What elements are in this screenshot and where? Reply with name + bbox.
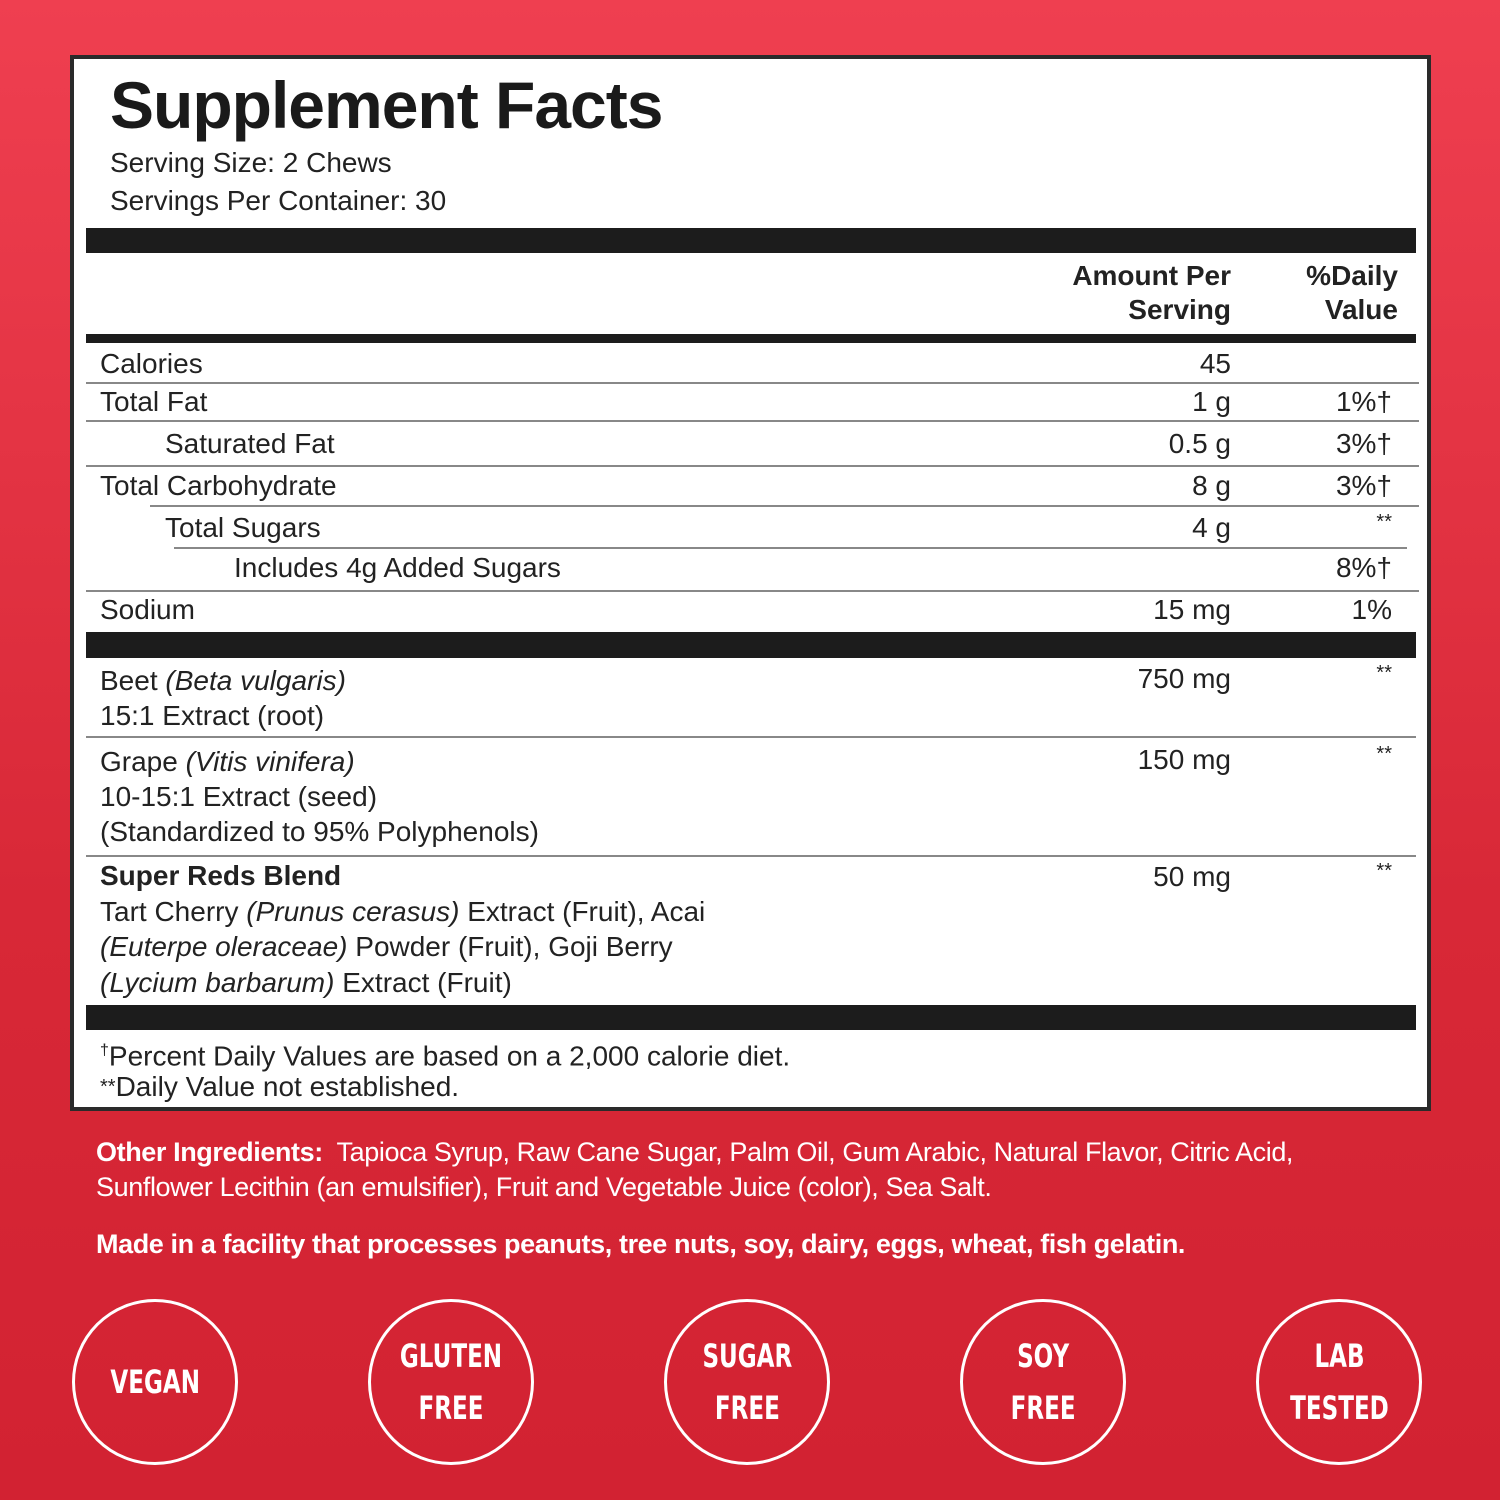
footnote-stars: **Daily Value not established. [100, 1071, 459, 1103]
badge-vegan: VEGAN [72, 1299, 238, 1465]
servings-per-container: Servings Per Container: 30 [110, 185, 447, 216]
amount: 45 [1199, 348, 1231, 379]
blend-text: Powder (Fruit), Goji Berry [347, 931, 673, 962]
divider-bar [86, 1005, 1416, 1030]
amount: 150 mg [1137, 744, 1231, 775]
row-divider [150, 505, 1419, 507]
nutrient-name: Includes 4g Added Sugars [234, 552, 561, 583]
other-ingredients-label: Other Ingredients: [96, 1137, 323, 1167]
badge-text: FREE [418, 1389, 484, 1427]
nutrient-name: Sodium [100, 594, 195, 625]
allergen-statement: Made in a facility that processes peanut… [96, 1229, 1186, 1259]
row-divider [86, 590, 1419, 592]
ingredient-latin: (Beta vulgaris) [165, 665, 346, 696]
row-divider [174, 547, 1407, 549]
ingredient-detail: 15:1 Extract (root) [100, 700, 325, 731]
daily-value: ** [1376, 511, 1392, 533]
badge-text: SOY [1016, 1337, 1070, 1375]
daily-value: ** [1376, 662, 1392, 684]
divider-bar [86, 632, 1416, 658]
dv-header-line2: Value [1324, 294, 1398, 325]
blend-text: Tart Cherry [100, 895, 247, 927]
daily-value: 1%† [1335, 386, 1392, 417]
stars-symbol: ** [100, 1076, 116, 1098]
blend-latin: (Lycium barbarum) [100, 966, 335, 998]
amount: 0.5 g [1168, 428, 1231, 459]
badge-soy-free: SOY FREE [960, 1299, 1126, 1465]
blend-latin: (Prunus cerasus) [246, 895, 460, 927]
daily-value: 8%† [1335, 552, 1392, 583]
ingredient-grape: Grape (Vitis vinifera) 10-15:1 Extract (s… [100, 744, 539, 849]
amount: 50 mg [1153, 861, 1231, 892]
amount-header-line2: Serving [1128, 294, 1231, 325]
nutrient-name: Total Carbohydrate [100, 470, 337, 501]
amount: 750 mg [1137, 663, 1231, 694]
amount-header-line1: Amount Per [1072, 260, 1231, 291]
nutrient-name: Saturated Fat [165, 428, 335, 459]
footnote-text: Percent Daily Values are based on a 2,00… [108, 1040, 791, 1072]
ingredient-name: Grape [100, 746, 178, 777]
footnote-text: Daily Value not established. [115, 1071, 460, 1102]
badge-gluten-free: GLUTEN FREE [368, 1299, 534, 1465]
row-divider [86, 420, 1419, 422]
supplement-facts-panel: Supplement Facts Serving Size: 2 Chews S… [70, 55, 1431, 1111]
ingredient-detail: 10-15:1 Extract (seed) [100, 781, 378, 812]
row-divider [86, 382, 1419, 384]
ingredient-latin: (Vitis vinifera) [185, 746, 355, 777]
daily-value: 3%† [1335, 428, 1392, 459]
divider-bar [86, 228, 1416, 253]
ingredient-name: Super Reds Blend [100, 860, 342, 891]
divider-bar [86, 334, 1416, 343]
amount: 1 g [1192, 386, 1231, 417]
footnote-dagger: †Percent Daily Values are based on a 2,0… [100, 1035, 790, 1072]
other-ingredients-text: Tapioca Syrup, Raw Cane Sugar, Palm Oil,… [336, 1137, 1294, 1167]
amount: 8 g [1192, 470, 1231, 501]
nutrient-name: Total Fat [100, 386, 208, 417]
serving-size: Serving Size: 2 Chews [110, 147, 392, 178]
badge-text: GLUTEN [399, 1337, 503, 1375]
dv-header: %Daily Value [1306, 259, 1398, 327]
dv-header-line1: %Daily [1306, 260, 1398, 291]
badge-text: TESTED [1289, 1389, 1389, 1427]
row-divider [86, 736, 1416, 738]
blend-latin: (Euterpe oleraceae) [100, 931, 348, 962]
nutrient-name: Calories [100, 348, 203, 379]
row-divider [86, 465, 1419, 467]
blend-text: Extract (Fruit) [334, 966, 512, 998]
daily-value: ** [1376, 860, 1392, 882]
daily-value: ** [1376, 743, 1392, 765]
dagger-symbol: † [100, 1042, 109, 1059]
ingredient-super-reds-blend: Super Reds Blend Tart Cherry (Prunus cer… [100, 858, 705, 1000]
badge-text: FREE [1010, 1389, 1076, 1427]
badge-text: FREE [714, 1389, 780, 1427]
other-ingredients-text: Sunflower Lecithin (an emulsifier), Frui… [96, 1172, 992, 1202]
daily-value: 1% [1351, 594, 1392, 625]
amount: 4 g [1192, 512, 1231, 543]
ingredient-beet: Beet (Beta vulgaris) 15:1 Extract (root) [100, 663, 346, 733]
badge-lab-tested: LAB TESTED [1256, 1299, 1422, 1465]
ingredient-detail: (Standardized to 95% Polyphenols) [100, 816, 539, 847]
amount: 15 mg [1153, 594, 1231, 625]
badge-text: VEGAN [110, 1363, 200, 1401]
row-divider [86, 855, 1416, 857]
badge-sugar-free: SUGAR FREE [664, 1299, 830, 1465]
page-title: Supplement Facts [110, 68, 663, 142]
daily-value: 3%† [1335, 470, 1392, 501]
nutrient-name: Total Sugars [165, 512, 321, 543]
badge-text: LAB [1313, 1337, 1365, 1375]
other-ingredients: Other Ingredients: Tapioca Syrup, Raw Ca… [96, 1135, 1293, 1205]
amount-header: Amount Per Serving [1072, 259, 1231, 327]
badge-text: SUGAR [702, 1337, 792, 1375]
blend-text: Extract (Fruit), Acai [459, 895, 706, 927]
ingredient-name: Beet [100, 665, 158, 696]
